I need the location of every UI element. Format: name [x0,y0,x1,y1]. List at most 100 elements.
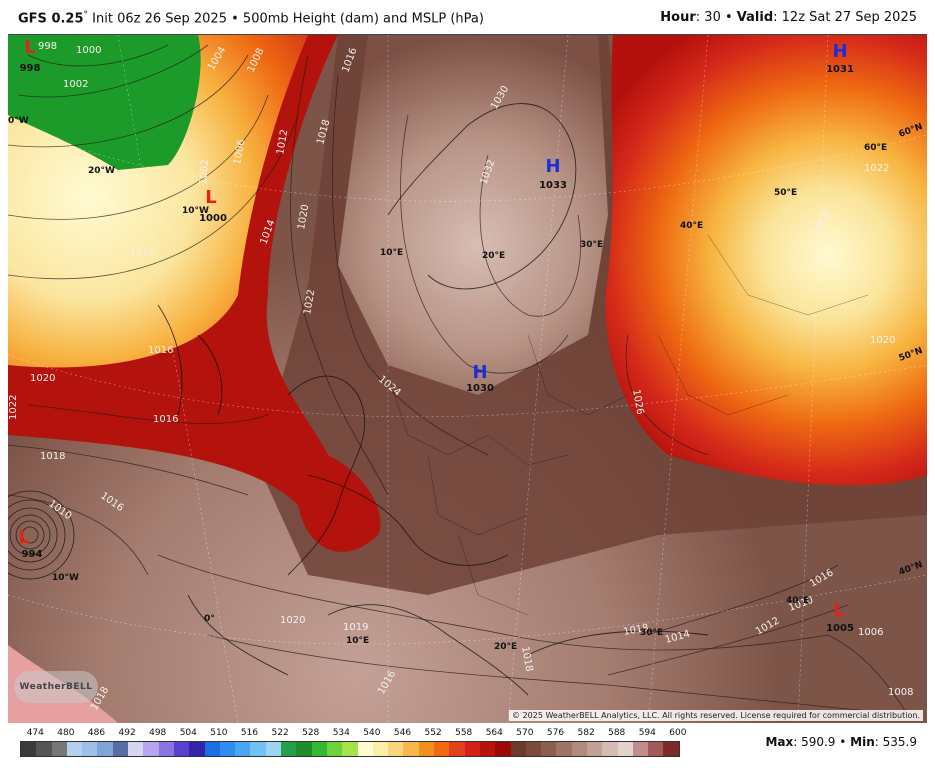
high-symbol: H [545,156,560,177]
hour-label: Hour [660,10,696,25]
low-center-caspian[interactable]: L 1005 [826,600,854,634]
legend-swatch [571,742,587,756]
low-value: 1000 [199,213,227,224]
isobar-label: 1022 [302,289,317,316]
lon-label: 20°W [88,166,115,176]
weather-map[interactable]: L 998 L 1000 H 1033 H 1030 H 1031 L 994 [8,34,927,723]
low-symbol: L [833,600,844,621]
isobar-label: 1018 [40,451,65,462]
isobar-label: 1016 [153,414,178,425]
legend-swatch [204,742,220,756]
lon-label: 30°E [640,628,663,638]
isobar-label: 1019 [343,622,368,633]
legend-tick-label: 552 [424,728,442,738]
legend-tick-label: 510 [210,728,228,738]
isobar-label: 1018 [519,646,534,673]
legend-swatch [219,742,236,756]
legend-swatch [173,742,190,756]
country-borders [387,234,869,616]
legend-swatch [556,742,572,756]
high-value: 1030 [466,383,494,394]
legend-swatch [189,742,205,756]
legend-tick-label: 498 [149,728,167,738]
valid-time-info: Hour: 30 • Valid: 12z Sat 27 Sep 2025 [660,10,917,25]
legend-tick-label: 594 [638,728,656,738]
legend-swatch [36,742,52,756]
legend-tick-label: 486 [87,728,106,738]
legend-swatch [495,742,511,756]
legend-swatch [66,742,83,756]
product-name: 500mb Height (dam) and MSLP (hPa) [242,11,484,27]
legend-tick-label: 528 [302,728,320,738]
lon-label: 10°W [52,573,79,583]
legend-swatch [632,742,649,756]
maxmin-separator: • [839,735,847,749]
isobar-label: 1008 [888,687,913,698]
pressure-centers: L 998 L 1000 H 1033 H 1030 H 1031 L 994 [18,37,854,634]
low-symbol: L [205,187,216,208]
legend-swatch [21,742,37,756]
high-value: 1033 [539,180,567,191]
lon-label: 0°W [8,116,29,126]
min-label: Min [850,735,875,749]
legend-swatch [235,742,251,756]
legend-color-bar [20,741,680,757]
low-center-deep-atlantic[interactable]: L 994 [18,527,42,560]
legend-swatch [342,742,358,756]
degree-mark: ° [83,10,89,20]
legend-swatch [510,742,526,756]
color-legend: 474 480 486 492 498 504 510 516 522 528 534 540 546 5… [20,728,686,757]
isobars [8,44,909,716]
legend-swatch [479,742,496,756]
low-center-greenland[interactable]: L 998 [20,37,41,74]
model-name: GFS 0.25 [18,11,84,27]
legend-tick-label: 564 [485,728,503,738]
legend-swatch [250,742,266,756]
legend-tick-label: 570 [516,728,534,738]
legend-swatch [602,742,618,756]
copyright-notice: © 2025 WeatherBELL Analytics, LLC. All r… [509,710,923,721]
high-center-poland[interactable]: H 1030 [466,362,494,394]
legend-tick-label: 600 [669,728,687,738]
valid-value: : 12z Sat 27 Sep 2025 [773,10,917,25]
isobar-label: 1020 [296,204,311,231]
isobar-label: 1016 [148,345,173,356]
legend-swatch [525,742,542,756]
legend-swatch [388,742,404,756]
height-ridge-russia [605,35,927,486]
legend-swatch [418,742,435,756]
legend-tick-label: 576 [546,728,565,738]
isobar-label: 1018 [623,623,650,638]
low-center-atlantic[interactable]: L 1000 [199,187,227,224]
isobar-label: 1006 [232,139,247,166]
isobar-label: 1002 [198,159,211,185]
coastlines [157,103,709,696]
isobar-label: 1006 [858,627,883,638]
legend-tick-label: 546 [393,728,412,738]
lon-label: 10°W [182,206,209,216]
header-bar: GFS 0.25° Init 06z 26 Sep 2025 • 500mb H… [0,0,935,34]
greenland-low-heights [8,35,201,170]
init-time: Init 06z 26 Sep 2025 [92,11,227,27]
isobar-label: 1012 [275,129,290,156]
legend-swatch [586,742,603,756]
legend-swatch [326,742,343,756]
legend-swatch [112,742,129,756]
lon-label: 0° [204,614,215,624]
legend-tick-label: 522 [271,728,289,738]
lon-label: 20°E [482,251,505,261]
high-center-russia[interactable]: H 1031 [826,41,854,75]
lon-label: 30°E [580,240,603,250]
high-center-scandinavia[interactable]: H 1033 [539,156,567,191]
isobar-label: 1000 [76,45,101,56]
low-symbol: L [18,527,29,548]
low-value: 1005 [826,623,854,634]
legend-tick-label: 534 [332,728,350,738]
hour-value: : 30 [695,10,721,25]
legend-swatch [143,742,159,756]
legend-tick-label: 588 [608,728,626,738]
low-value: 998 [20,63,41,74]
legend-swatch [541,742,557,756]
max-value: : 590.9 [793,735,836,749]
weatherbell-logo: WeatherBELL [14,671,98,703]
